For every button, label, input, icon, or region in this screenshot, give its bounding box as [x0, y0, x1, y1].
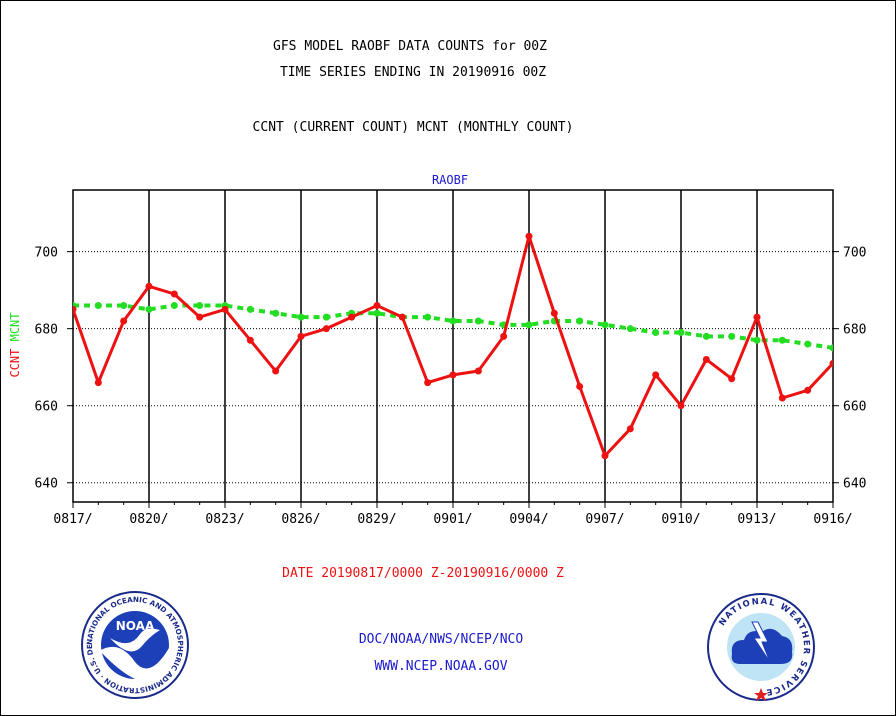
mcnt-point — [120, 302, 128, 310]
mcnt-point — [272, 309, 280, 317]
plot-title: RAOBF — [432, 173, 468, 187]
y-tick-label-left: 640 — [35, 477, 58, 492]
ccnt-point — [297, 332, 305, 340]
y-axis-label-gap — [8, 341, 22, 348]
mcnt-point — [373, 309, 381, 317]
y-tick-label-right: 700 — [843, 246, 866, 261]
mcnt-point — [424, 313, 432, 321]
ccnt-point — [73, 305, 77, 313]
y-tick-label-right: 660 — [843, 400, 866, 415]
y-axis-label: CCNT MCNT — [8, 312, 22, 377]
mcnt-point — [297, 313, 305, 321]
ccnt-point — [702, 355, 710, 363]
x-tick-label: 0817/ — [53, 512, 92, 527]
url-label: WWW.NCEP.NOAA.GOV — [374, 659, 508, 674]
mcnt-point — [449, 317, 457, 325]
ccnt-point — [272, 367, 280, 375]
ccnt-point — [120, 317, 128, 325]
mcnt-point — [525, 321, 533, 329]
chart-title-line2: TIME SERIES ENDING IN 20190916 00Z — [279, 65, 547, 80]
chart-title-line1: GFS MODEL RAOBF DATA COUNTS for 00Z — [273, 39, 547, 54]
x-tick-label: 0907/ — [585, 512, 624, 527]
ccnt-point — [221, 305, 229, 313]
ccnt-point — [601, 452, 609, 460]
y-tick-label-left: 680 — [35, 323, 58, 338]
ccnt-point — [652, 371, 660, 379]
mcnt-point — [702, 332, 710, 340]
ccnt-point — [626, 425, 634, 433]
svg-text:NOAA: NOAA — [116, 619, 155, 633]
x-tick-label: 0904/ — [509, 512, 548, 527]
ccnt-point — [424, 379, 432, 387]
chart-subtitle: CCNT (CURRENT COUNT) MCNT (MONTHLY COUNT… — [252, 120, 574, 135]
ccnt-point — [778, 394, 786, 402]
mcnt-point — [829, 344, 833, 352]
ccnt-point — [804, 386, 812, 394]
x-tick-label: 0826/ — [281, 512, 320, 527]
mcnt-point — [196, 302, 204, 310]
ccnt-point — [500, 332, 508, 340]
x-tick-label: 0916/ — [813, 512, 852, 527]
ccnt-point — [94, 379, 102, 387]
x-tick-label: 0913/ — [737, 512, 776, 527]
ccnt-point — [170, 290, 178, 298]
ccnt-point — [829, 359, 833, 367]
y-tick-label-right: 680 — [843, 323, 866, 338]
ccnt-point — [525, 232, 533, 240]
ccnt-point — [677, 402, 685, 410]
ccnt-point — [474, 367, 482, 375]
mcnt-point — [601, 321, 609, 329]
mcnt-point — [170, 302, 178, 310]
ccnt-point — [550, 309, 558, 317]
date-range-label: DATE 20190817/0000 Z-20190916/0000 Z — [282, 566, 564, 581]
noaa-logo-icon: NATIONAL OCEANIC AND ATMOSPHERIC ADMINIS… — [80, 590, 189, 699]
ccnt-point — [373, 302, 381, 310]
ccnt-point — [576, 382, 584, 390]
mcnt-point — [728, 332, 736, 340]
nws-logo-icon: NATIONAL WEATHER SERVICE — [707, 593, 815, 701]
mcnt-point — [677, 329, 685, 337]
org-label: DOC/NOAA/NWS/NCEP/NCO — [358, 632, 524, 647]
mcnt-point — [753, 336, 761, 344]
mcnt-point — [94, 302, 102, 310]
ccnt-point — [449, 371, 457, 379]
x-tick-label: 0823/ — [205, 512, 244, 527]
mcnt-point — [145, 305, 153, 313]
mcnt-point — [652, 329, 660, 337]
y-tick-label-left: 660 — [35, 400, 58, 415]
ccnt-point — [348, 313, 356, 321]
mcnt-point — [322, 313, 330, 321]
x-tick-label: 0910/ — [661, 512, 700, 527]
x-tick-label: 0901/ — [433, 512, 472, 527]
ccnt-point — [728, 375, 736, 383]
mcnt-point — [778, 336, 786, 344]
mcnt-point — [626, 325, 634, 333]
y-tick-label-right: 640 — [843, 477, 866, 492]
series-layer — [73, 232, 833, 460]
ccnt-point — [753, 313, 761, 321]
ccnt-point — [322, 325, 330, 333]
ccnt-point — [145, 282, 153, 290]
label-layer: 0817/0820/0823/0826/0829/0901/0904/0907/… — [8, 173, 866, 527]
y-tick-label-left: 700 — [35, 246, 58, 261]
y-axis-label-mcnt: MCNT — [8, 312, 22, 341]
mcnt-point — [576, 317, 584, 325]
mcnt-point — [246, 305, 254, 313]
ccnt-point — [398, 313, 406, 321]
x-tick-label: 0829/ — [357, 512, 396, 527]
mcnt-point — [804, 340, 812, 348]
x-tick-label: 0820/ — [129, 512, 168, 527]
ccnt-point — [196, 313, 204, 321]
y-axis-label-ccnt: CCNT — [8, 349, 22, 378]
grid-layer — [67, 189, 839, 508]
ccnt-point — [246, 336, 254, 344]
mcnt-point — [474, 317, 482, 325]
